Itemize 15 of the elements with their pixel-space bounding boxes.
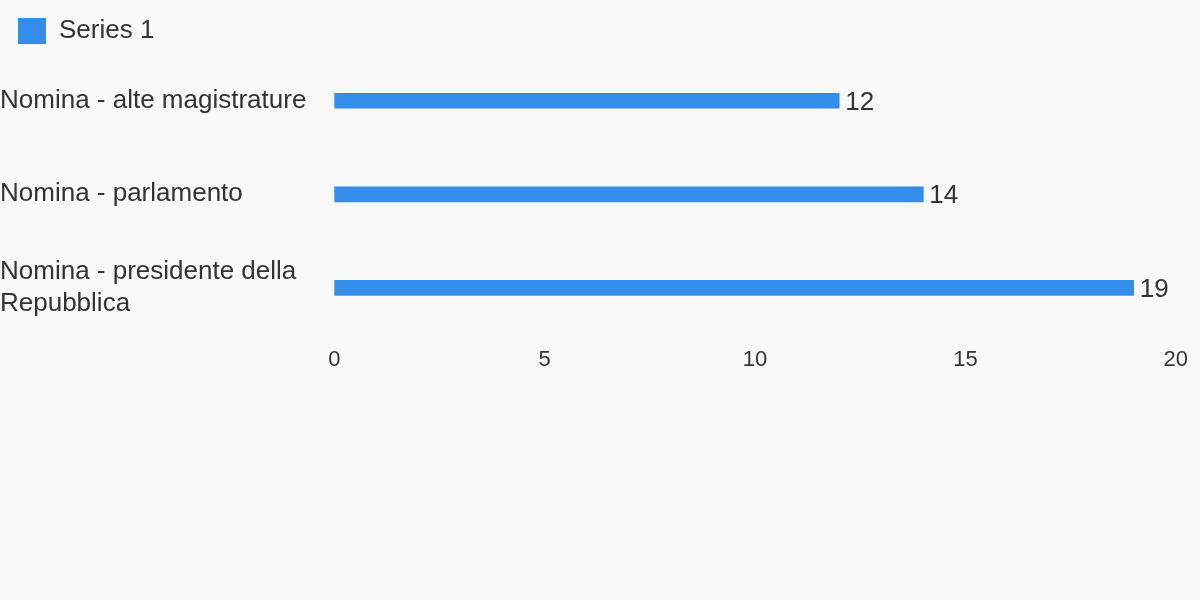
data-label: 14 — [929, 179, 959, 210]
data-label: 19 — [1139, 273, 1169, 304]
y-tick-label: Nomina - presidente della Repubblica — [0, 255, 297, 317]
y-tick-label: Nomina - alte magistrature — [0, 83, 307, 114]
x-tick-label: 20 — [1163, 345, 1189, 371]
bar — [334, 280, 1135, 296]
x-tick-label: 0 — [328, 345, 341, 371]
bar — [334, 186, 924, 203]
x-tick-label: 10 — [742, 345, 768, 371]
x-tick-label: 5 — [538, 345, 551, 371]
bar — [334, 92, 840, 109]
x-tick-label: 15 — [953, 345, 978, 371]
y-tick-label: Nomina - parlamento — [0, 177, 243, 208]
legend-label: Series 1 — [59, 14, 155, 45]
data-label: 12 — [845, 85, 875, 116]
